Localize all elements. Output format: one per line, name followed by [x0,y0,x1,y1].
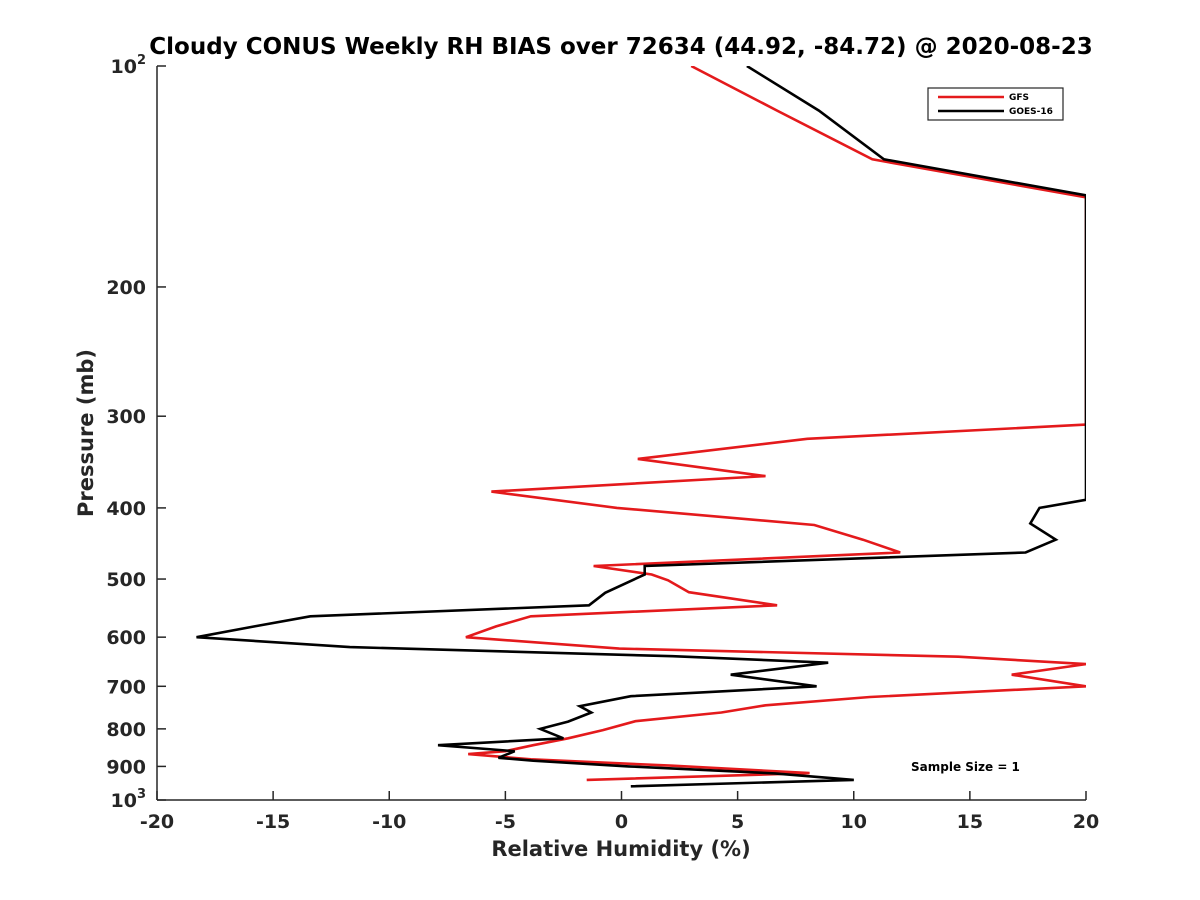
x-tick-label: -10 [372,811,406,833]
x-axis-ticks: -20 -15 -10 -5 0 5 10 15 20 [140,791,1099,833]
y-tick-label: 103 [111,787,147,812]
y-tick-label: 102 [111,53,147,78]
y-axis-label: Pressure (mb) [74,349,98,517]
x-tick-label: -15 [256,811,290,833]
y-tick-label: 200 [106,277,146,299]
legend-label-gfs: GFS [1009,93,1029,103]
y-tick-label: 700 [106,676,146,698]
y-tick-label: 800 [106,719,146,741]
x-tick-label: -20 [140,811,174,833]
x-tick-label: -5 [495,811,516,833]
legend-label-goes16: GOES-16 [1009,107,1053,117]
x-tick-label: 15 [957,811,983,833]
legend-box [927,87,1064,121]
y-tick-label: 400 [106,498,146,520]
x-tick-label: 20 [1073,811,1099,833]
x-tick-label: 0 [615,811,628,833]
y-tick-label: 300 [106,406,146,428]
y-tick-label: 500 [106,569,146,591]
x-axis-label: Relative Humidity (%) [491,837,750,861]
x-tick-label: 10 [841,811,867,833]
y-tick-label: 900 [106,756,146,778]
y-axis-ticks: 102 200 300 400 500 600 700 800 900 103 [106,53,166,812]
series-line-gfs [465,66,1086,782]
x-tick-label: 5 [731,811,744,833]
series-line-goes-16 [196,66,1086,788]
chart-title: Cloudy CONUS Weekly RH BIAS over 72634 (… [149,34,1092,60]
sample-size-annotation: Sample Size = 1 [911,760,1020,774]
y-tick-label: 600 [106,627,146,649]
series-layer [196,66,1086,788]
legend: GFS GOES-16 [927,87,1064,121]
